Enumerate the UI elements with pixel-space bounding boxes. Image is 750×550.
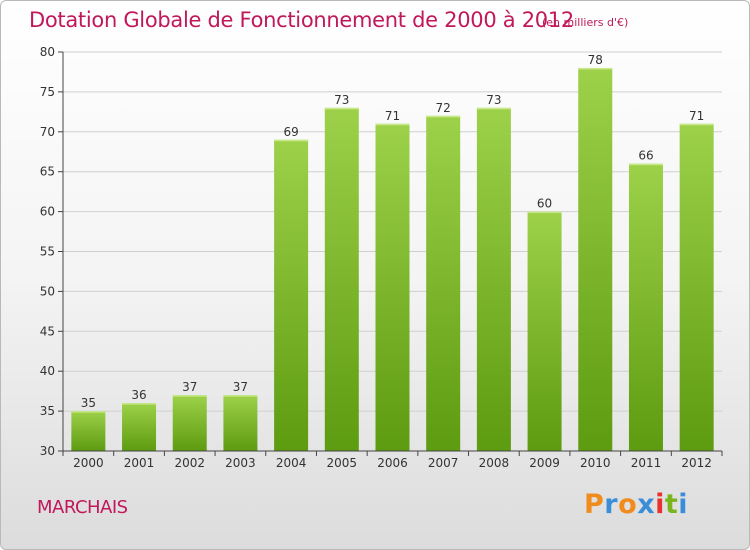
- x-tick-label: 2007: [428, 456, 459, 470]
- bar-chart: 35 36 37 37 69 73 71 72 73 60 78 66 71 30 35 40 45 50 55 6…: [40, 45, 723, 470]
- value-label: 37: [233, 380, 248, 394]
- x-tick-label: 2001: [124, 456, 155, 470]
- bar-highlight: [274, 139, 309, 142]
- bar: [426, 115, 461, 451]
- bar: [172, 395, 207, 451]
- bar-highlight: [679, 123, 714, 126]
- bar: [679, 123, 714, 451]
- bar-highlight: [426, 115, 461, 118]
- x-tick-label: 2010: [580, 456, 611, 470]
- y-tick-label: 80: [40, 45, 55, 59]
- x-tick-label: 2002: [174, 456, 205, 470]
- value-label: 37: [182, 380, 197, 394]
- logo-letter: x: [637, 489, 656, 520]
- bar-highlight: [476, 107, 511, 110]
- x-tick-label: 2000: [73, 456, 104, 470]
- x-tick-label: 2006: [377, 456, 408, 470]
- logo-letter: t: [664, 489, 679, 520]
- proxiti-logo: Proxiti: [584, 489, 688, 520]
- y-tick-label: 40: [40, 364, 55, 378]
- y-tick-label: 45: [40, 324, 55, 338]
- x-tick-label: 2003: [225, 456, 256, 470]
- bar: [71, 411, 106, 451]
- chart-title: Dotation Globale de Fonctionnement de 20…: [29, 8, 574, 32]
- value-label: 60: [537, 197, 552, 211]
- value-label: 73: [486, 93, 501, 107]
- x-tick-label: 2004: [276, 456, 307, 470]
- value-label: 78: [588, 53, 603, 67]
- logo-letter: o: [618, 489, 638, 520]
- logo-letter: P: [584, 489, 605, 520]
- value-label: 71: [385, 109, 400, 123]
- value-label: 72: [436, 101, 451, 115]
- bar: [476, 107, 511, 452]
- bar-highlight: [122, 403, 157, 405]
- x-tick-label: 2012: [681, 456, 712, 470]
- bar: [628, 163, 663, 451]
- y-tick-label: 35: [40, 404, 55, 418]
- x-tick-label: 2011: [631, 456, 662, 470]
- value-label: 36: [131, 388, 146, 402]
- x-tick-label: 2005: [327, 456, 358, 470]
- axes: 30 35 40 45 50 55 60 65 70 75 80 2000 2001 2002 2003 20…: [40, 45, 723, 470]
- value-label: 35: [81, 396, 96, 410]
- chart-unit: (en milliers d'€): [542, 16, 629, 29]
- value-label: 69: [283, 125, 298, 139]
- logo-letter: i: [678, 489, 689, 520]
- bar: [578, 67, 613, 452]
- y-tick-label: 70: [40, 125, 55, 139]
- y-tick-label: 75: [40, 85, 55, 99]
- bars: 35 36 37 37 69 73 71 72 73 60 78 66 71: [71, 53, 714, 452]
- y-tick-label: 30: [40, 444, 55, 458]
- bar-highlight: [375, 123, 410, 126]
- bar-highlight: [172, 395, 207, 397]
- bar-highlight: [324, 107, 359, 110]
- y-tick-label: 60: [40, 205, 55, 219]
- bar: [324, 107, 359, 452]
- value-label: 66: [638, 149, 653, 163]
- y-tick-label: 50: [40, 284, 55, 298]
- bar-highlight: [578, 67, 613, 70]
- bar-highlight: [71, 411, 106, 413]
- bar: [527, 211, 562, 451]
- x-tick-label: 2009: [529, 456, 560, 470]
- bar-highlight: [223, 395, 258, 397]
- value-label: 71: [689, 109, 704, 123]
- bar: [122, 403, 157, 451]
- value-label: 73: [334, 93, 349, 107]
- y-tick-label: 65: [40, 165, 55, 179]
- commune-name: MARCHAIS: [37, 497, 128, 518]
- bar: [223, 395, 258, 451]
- logo-letter: r: [604, 489, 619, 520]
- logo-letter: i: [655, 489, 665, 520]
- bar-highlight: [527, 211, 562, 214]
- bar-highlight: [628, 163, 663, 166]
- y-tick-label: 55: [40, 245, 55, 259]
- bar: [375, 123, 410, 451]
- bar: [274, 139, 309, 451]
- x-tick-label: 2008: [479, 456, 510, 470]
